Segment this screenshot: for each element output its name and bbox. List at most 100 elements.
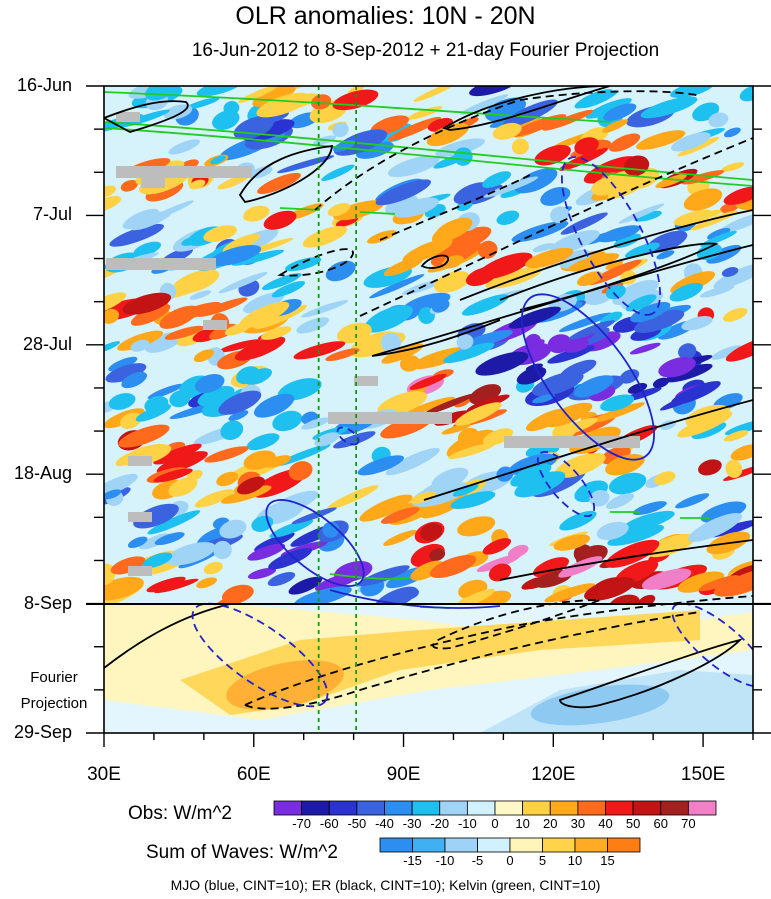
obs-anomaly-cell	[181, 236, 202, 246]
obs-anomaly-cell	[120, 179, 138, 192]
obs-anomaly-cell	[591, 176, 622, 196]
plot-frame	[103, 85, 754, 734]
obs-anomaly-cell	[698, 459, 722, 476]
obs-anomaly-cell	[562, 338, 590, 353]
obs-anomaly-cell	[641, 568, 692, 590]
mjo-negative-contours	[191, 156, 753, 708]
colorbar-level-label: -40	[375, 816, 394, 831]
colorbar-swatch	[328, 800, 358, 816]
obs-anomaly-cell	[452, 484, 479, 497]
obs-anomaly-cell	[524, 339, 545, 351]
obs-anomaly-cell	[301, 300, 348, 318]
obs-anomaly-cell	[625, 294, 657, 312]
obs-anomaly-cell	[721, 267, 739, 277]
obs-anomaly-cell	[254, 532, 295, 552]
er-contour	[104, 603, 231, 669]
obs-anomaly-cell	[252, 86, 296, 107]
obs-anomaly-cell	[640, 96, 698, 119]
obs-anomaly-cell	[456, 334, 474, 350]
er-contour	[423, 399, 753, 501]
colorbar-level-label: 70	[681, 816, 696, 831]
obs-anomaly-cell	[514, 471, 566, 498]
obs-anomaly-cell	[400, 588, 420, 600]
obs-anomaly-cell	[725, 336, 753, 362]
colorbar-level-label: -15	[403, 853, 422, 868]
obs-anomaly-cell	[122, 208, 159, 230]
obs-anomaly-cell	[410, 491, 437, 504]
obs-anomaly-cell	[560, 212, 608, 235]
obs-anomaly-cell	[634, 210, 662, 222]
missing-data-bar	[128, 566, 152, 576]
mjo-negative-contour	[561, 156, 661, 316]
missing-data-bar	[328, 412, 452, 424]
obs-anomaly-cell	[243, 292, 285, 314]
mjo-contour	[521, 293, 655, 461]
colorbar-level-label: -50	[347, 816, 367, 831]
obs-anomaly-cell	[585, 98, 632, 119]
colorbar-swatch	[660, 800, 689, 816]
obs-anomaly-cell	[272, 410, 303, 432]
colorbar-level-label: 5	[538, 853, 547, 868]
obs-anomaly-cell	[264, 455, 292, 468]
contour-legend-footnote: MJO (blue, CINT=10); ER (black, CINT=10)…	[170, 877, 601, 893]
er-contour	[499, 539, 753, 581]
obs-anomaly-cell	[142, 552, 173, 568]
obs-anomaly-cell	[573, 375, 614, 398]
obs-anomaly-cell	[159, 305, 199, 329]
obs-anomaly-cell	[645, 533, 696, 558]
missing-data-bar	[203, 320, 227, 330]
y-tick-label: 29-Sep	[13, 722, 72, 742]
obs-anomaly-cell	[153, 443, 202, 465]
er-contour	[559, 638, 743, 709]
obs-anomaly-cell	[121, 371, 148, 389]
er-contour	[420, 254, 449, 269]
obs-anomaly-cell	[723, 430, 749, 442]
obs-anomaly-cell	[624, 242, 660, 259]
obs-anomaly-cell	[288, 576, 323, 595]
obs-anomaly-cell	[655, 174, 687, 188]
obs-anomaly-cell	[671, 132, 711, 152]
colorbar-level-label: 50	[625, 816, 641, 831]
obs-anomaly-cell	[482, 538, 512, 555]
colorbar-swatch	[356, 800, 385, 816]
colorbar-swatch	[549, 800, 579, 816]
obs-anomaly-cell	[189, 290, 212, 300]
obs-anomaly-cell	[627, 383, 648, 394]
obs-anomaly-cell	[212, 592, 249, 604]
obs-anomaly-cell	[622, 510, 675, 532]
colorbar-level-label: -70	[292, 816, 312, 831]
mjo-negative-contour	[536, 450, 596, 518]
obs-anomaly-cell	[380, 123, 413, 143]
obs-anomaly-cell	[675, 493, 710, 509]
obs-anomaly-cell	[243, 205, 270, 222]
colorbar-swatch	[494, 800, 524, 816]
obs-anomaly-cell	[597, 225, 641, 243]
obs-anomaly-cell	[189, 179, 206, 190]
x-tick-label: 120E	[531, 764, 576, 785]
obs-anomaly-cell	[652, 377, 670, 389]
chart-subtitle: 16-Jun-2012 to 8-Sep-2012 + 21-day Fouri…	[191, 40, 660, 61]
obs-anomaly-cell	[607, 178, 647, 199]
x-tick-label: 60E	[236, 764, 271, 785]
obs-anomaly-cell	[359, 494, 413, 522]
obs-anomaly-cell	[596, 521, 629, 541]
obs-anomaly-cell	[104, 195, 122, 212]
obs-anomaly-cell	[387, 116, 442, 141]
obs-anomaly-cell	[369, 274, 425, 299]
obs-anomaly-cell	[291, 507, 337, 524]
obs-anomaly-cell	[496, 210, 520, 225]
obs-anomaly-cell	[483, 176, 539, 198]
obs-anomaly-cell	[213, 540, 232, 560]
obs-anomaly-cell	[559, 359, 597, 380]
obs-anomaly-cell	[244, 368, 272, 385]
missing-data-bars	[106, 112, 640, 576]
obs-anomaly-cell	[130, 303, 171, 326]
colorbar-swatch	[542, 837, 576, 853]
obs-anomaly-cell	[108, 393, 136, 410]
obs-anomaly-cell	[584, 577, 635, 601]
obs-anomaly-cell	[730, 444, 753, 461]
er-contour	[104, 100, 189, 133]
y-tick-label: 18-Aug	[13, 463, 72, 484]
obs-anomaly-cell	[364, 305, 413, 333]
obs-anomaly-cell	[105, 363, 147, 383]
